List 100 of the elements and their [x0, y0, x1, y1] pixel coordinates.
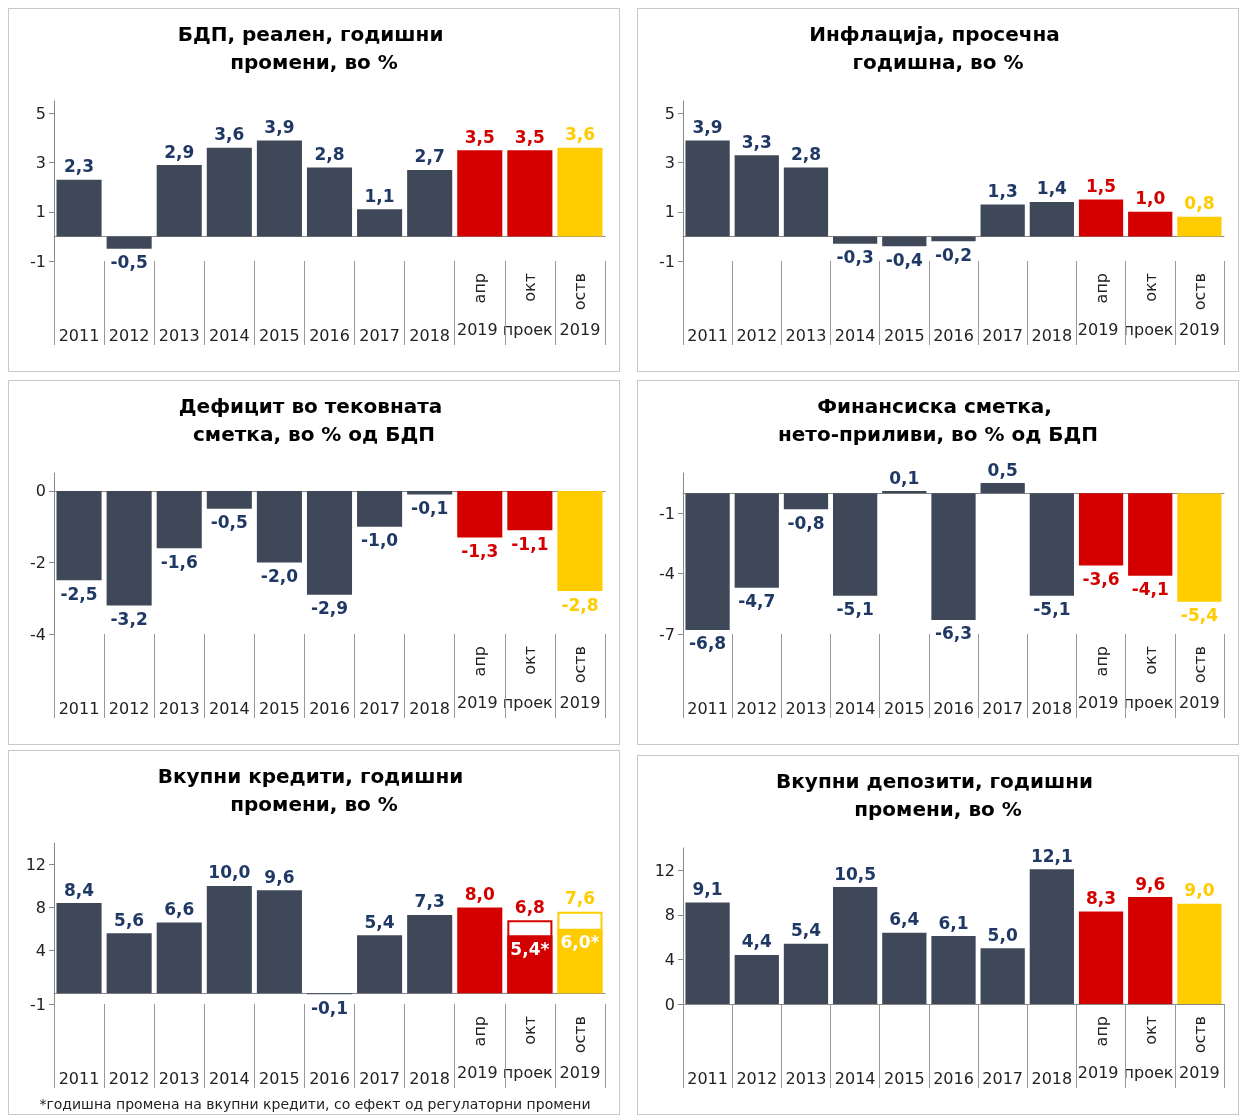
data-label: 9,6: [264, 866, 295, 887]
data-label: -1,3: [461, 540, 499, 561]
data-label: 0,1: [889, 467, 920, 488]
x-tick-label: окт: [1140, 1016, 1160, 1045]
bar: [56, 903, 102, 994]
x-tick-label: 2013: [158, 1068, 200, 1088]
x-tick-label: апр: [470, 1016, 490, 1047]
y-tick-label: 3: [35, 153, 46, 173]
data-label: 6,8: [514, 896, 545, 917]
bar: [1029, 201, 1074, 237]
bar: [106, 236, 152, 249]
x-tick-label: 2018: [409, 325, 451, 345]
x-tick-label: апр: [1091, 1016, 1111, 1047]
chart-title: Вкупни кредити, годишни промени, во %: [157, 764, 471, 816]
data-label: 1,3: [987, 180, 1018, 201]
y-tick-label: 12: [654, 860, 675, 880]
bar: [882, 236, 927, 247]
bar: [734, 954, 779, 1004]
data-label: 5,4: [790, 920, 822, 941]
data-label: -3,2: [110, 608, 148, 629]
data-label: 7,6: [564, 888, 596, 909]
data-label: 2,8: [314, 143, 345, 164]
y-tick-label: 5: [664, 103, 675, 123]
x-tick-label: 2014: [208, 698, 250, 718]
data-label: -1,1: [511, 533, 549, 554]
x-tick-label: 2017: [359, 698, 400, 718]
x-tick-label: апр: [470, 273, 490, 304]
y-tick-label: -1: [659, 251, 675, 271]
y-tick-label: 1: [35, 202, 46, 222]
data-label: 9,1: [692, 879, 723, 900]
data-label: -5,4: [1180, 605, 1219, 626]
x-tick-label: окт: [1140, 273, 1160, 302]
bar: [931, 493, 976, 620]
data-label: 6,4: [889, 909, 920, 930]
bar: [980, 204, 1025, 237]
data-label: 7,3: [414, 891, 445, 912]
bar: [407, 169, 453, 237]
text: 2019: [1179, 1062, 1220, 1082]
x-tick-label: 2012: [736, 698, 778, 718]
x-tick-label: 2017: [359, 325, 400, 345]
data-label: 5,4*: [510, 938, 550, 959]
x-tick-label: 2011: [687, 698, 728, 718]
data-label: -6,3: [934, 623, 973, 644]
bar: [256, 140, 302, 237]
y-tick-label: 3: [664, 153, 675, 173]
x-tick-label: 2016: [309, 1068, 350, 1088]
data-label: 10,5: [834, 863, 877, 884]
bar: [734, 155, 779, 237]
x-tick-label: окт: [1140, 646, 1160, 675]
bar: [931, 236, 976, 242]
y-tick-label: 12: [25, 854, 46, 874]
x-tick-label: 2018: [1031, 325, 1073, 345]
data-label: -0,3: [836, 247, 874, 268]
bar: [1029, 869, 1074, 1004]
data-label: -0,1: [310, 997, 349, 1018]
x-tick-label: 2017: [359, 1068, 400, 1088]
data-label: 1,0: [1135, 188, 1166, 209]
text: 2019: [559, 692, 601, 712]
bar: [1078, 199, 1124, 237]
x-tick-label: 2013: [785, 698, 827, 718]
x-tick-label: оств: [1189, 646, 1209, 684]
y-tick-label: -7: [659, 624, 675, 644]
x-tick-label: окт: [520, 646, 540, 675]
bar: [783, 493, 829, 510]
data-label: 1,4: [1036, 178, 1068, 199]
x-tick-label: оств: [1189, 1016, 1209, 1054]
x-tick-label: 2013: [158, 325, 200, 345]
bar: [1177, 903, 1222, 1004]
data-label: 3,9: [264, 116, 295, 137]
data-label: 3,3: [741, 131, 772, 152]
data-label: 3,5: [514, 126, 545, 147]
y-tick-label: 5: [35, 103, 46, 123]
x-tick-label: оств: [570, 273, 590, 311]
chart-title: Финансиска сметка, нето-приливи, во % од БДП: [777, 394, 1099, 446]
bar: [156, 922, 202, 994]
x-tick-label: 2011: [687, 1068, 728, 1088]
bar: [734, 493, 779, 588]
data-label: 2,8: [790, 143, 822, 164]
x-tick-label: апр: [1091, 646, 1111, 677]
chart-title: Вкупни депозити, годишни промени, во %: [776, 769, 1100, 821]
bar: [1128, 493, 1173, 576]
x-tick-label: 2011: [58, 698, 100, 718]
y-tick-label: 4: [664, 949, 675, 969]
data-label: 0,8: [1184, 193, 1215, 214]
x-tick-label: 2015: [259, 325, 300, 345]
bar: [457, 150, 503, 237]
x-tick-label: оств: [570, 646, 590, 684]
bar: [1078, 911, 1124, 1004]
bar: [1078, 493, 1124, 566]
data-label: 2,9: [164, 141, 195, 162]
data-label: 2,3: [63, 156, 95, 177]
bar: [833, 887, 878, 1004]
x-tick-label: 2015: [883, 698, 925, 718]
x-tick-label: 2012: [736, 1068, 778, 1088]
data-label: -1,0: [361, 530, 399, 551]
data-label: -0,5: [210, 512, 248, 533]
x-tick-label: 2016: [309, 698, 350, 718]
data-label: -1,6: [160, 551, 198, 572]
data-label: -2,8: [561, 594, 599, 615]
data-label: 4,4: [741, 931, 772, 952]
